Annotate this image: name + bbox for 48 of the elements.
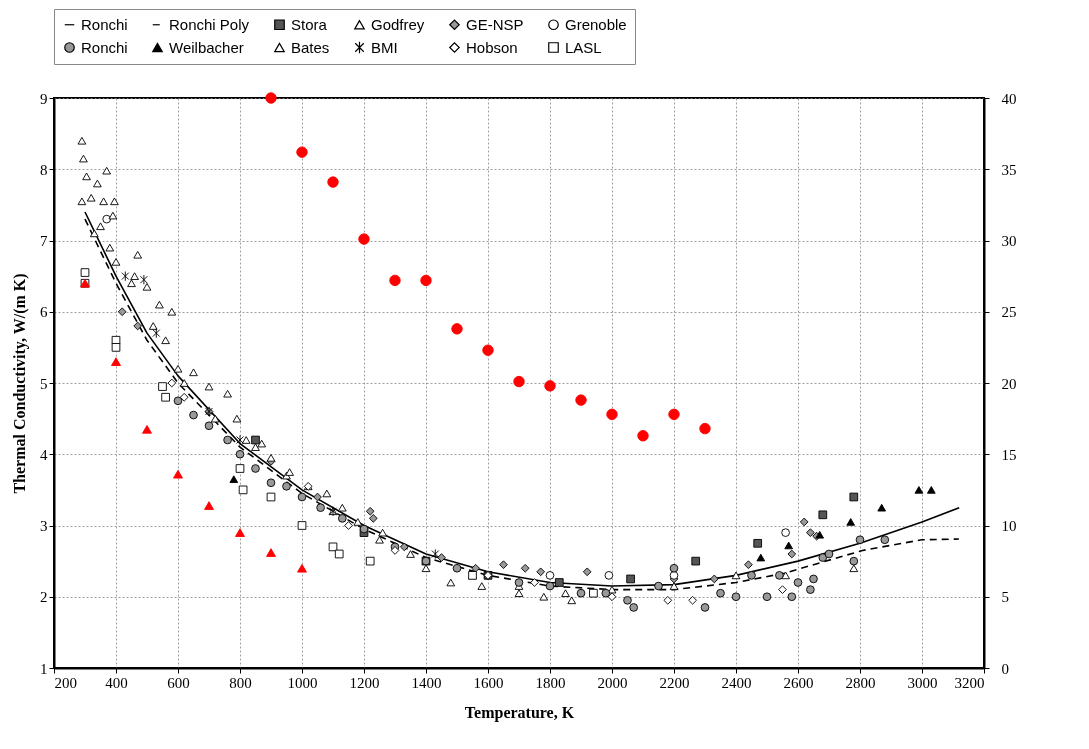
y-tick-label: 7 (40, 233, 48, 249)
x-tick-label: 2000 (597, 674, 628, 691)
x-tick-label: 2200 (659, 674, 690, 691)
legend-label: Weilbacher (169, 38, 244, 56)
legend-label: Bates (291, 38, 330, 56)
y2-tick-label: 0 (1001, 660, 1009, 677)
y-tick-label: 9 (40, 90, 48, 107)
x-tick-label: 400 (105, 674, 128, 691)
y-tick-label: 4 (40, 446, 48, 463)
x-tick-label: 1400 (411, 674, 442, 691)
y2-tick-label: 40 (1001, 90, 1017, 107)
y-tick-label: 3 (40, 518, 48, 534)
x-tick-label: 800 (229, 674, 252, 691)
legend-label: Ronchi Poly (169, 15, 250, 33)
x-tick-label: 1200 (349, 674, 380, 691)
y2-tick-label: 15 (1001, 446, 1017, 463)
x-tick-label: 3000 (907, 674, 938, 691)
y-tick-label: 6 (40, 304, 48, 321)
legend-label: Stora (291, 15, 328, 33)
legend-label: Ronchi (81, 15, 128, 33)
y2-tick-label: 25 (1001, 304, 1017, 321)
y2-tick-label: 30 (1001, 233, 1017, 249)
y-tick-label: 5 (40, 375, 48, 392)
x-tick-label: 3200 (954, 674, 985, 691)
x-tick-label: 1600 (473, 674, 504, 691)
legend-label: LASL (565, 38, 602, 56)
legend-label: GE-NSP (466, 15, 524, 33)
legend-label: Hobson (466, 38, 518, 56)
y-tick-label: 2 (40, 589, 48, 606)
y-axis-title: Thermal Conductivity, W/(m K) (11, 273, 29, 494)
legend-label: BMI (371, 38, 398, 56)
x-tick-label: 2800 (845, 674, 876, 691)
x-tick-label: 1000 (287, 674, 318, 691)
x-tick-label: 2600 (783, 674, 814, 691)
x-axis-title: Temperature, K (464, 703, 575, 722)
legend-label: Godfrey (371, 15, 425, 33)
legend-label: Ronchi (81, 38, 128, 56)
legend-label: Grenoble (565, 15, 627, 33)
y2-tick-label: 5 (1001, 589, 1009, 606)
y2-tick-label: 10 (1001, 518, 1017, 534)
y2-tick-label: 35 (1001, 161, 1017, 178)
x-tick-label: 2400 (721, 674, 752, 691)
x-tick-label: 1800 (535, 674, 566, 691)
y-tick-label: 1 (40, 660, 48, 677)
y2-tick-label: 20 (1001, 375, 1017, 392)
x-tick-label: 200 (54, 674, 77, 691)
x-tick-label: 600 (167, 674, 190, 691)
y-tick-label: 8 (40, 161, 48, 178)
